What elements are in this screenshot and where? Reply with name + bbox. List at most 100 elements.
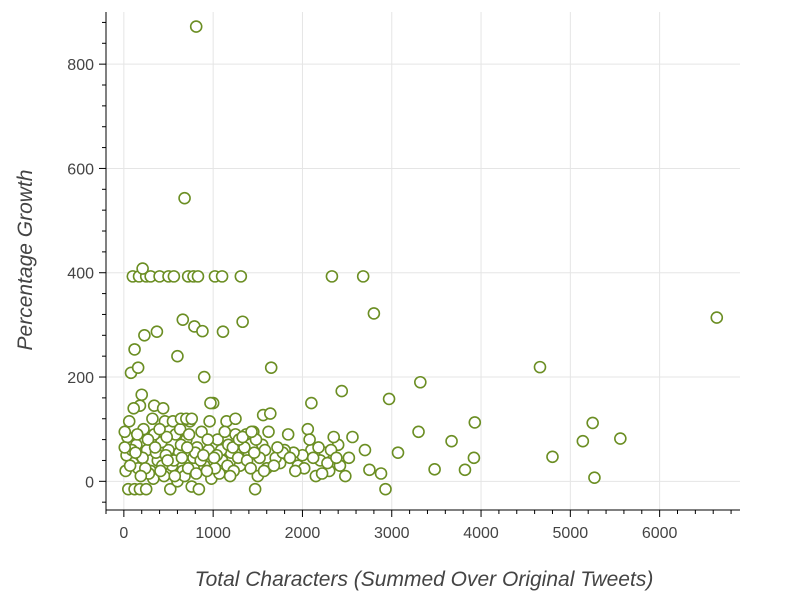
data-point — [458, 463, 472, 477]
data-point — [196, 324, 209, 338]
data-point — [533, 360, 547, 374]
data-point — [586, 416, 599, 430]
x-tick-label: 2000 — [285, 525, 321, 542]
data-point — [156, 402, 170, 415]
data-point — [148, 441, 162, 454]
data-point — [197, 448, 210, 462]
data-point — [356, 270, 370, 283]
data-point — [201, 433, 215, 446]
data-point — [468, 416, 482, 429]
data-point — [203, 415, 216, 428]
data-point — [467, 451, 481, 465]
data-point — [141, 433, 155, 446]
x-tick-label: 0 — [119, 525, 128, 542]
data-point — [127, 402, 140, 415]
data-point — [229, 412, 242, 426]
x-tick-label: 1000 — [195, 525, 231, 542]
data-point — [305, 396, 318, 410]
data-point — [160, 430, 174, 444]
data-point — [271, 441, 284, 454]
y-tick-label: 0 — [85, 474, 94, 491]
x-axis-title: Total Characters (Summed Over Original T… — [195, 568, 654, 591]
data-point — [150, 325, 164, 338]
data-point — [327, 430, 341, 444]
data-point — [312, 441, 325, 454]
data-point — [301, 422, 315, 436]
data-point — [234, 270, 248, 283]
data-point — [215, 270, 229, 283]
data-point — [197, 370, 211, 384]
data-point — [128, 343, 141, 356]
data-point — [175, 451, 189, 465]
data-point — [315, 467, 329, 480]
data-point — [146, 412, 159, 426]
data-point — [207, 451, 221, 465]
data-point — [131, 361, 145, 374]
data-point — [335, 384, 349, 398]
data-point — [130, 428, 144, 441]
x-tick-label: 6000 — [642, 525, 678, 542]
data-point — [267, 459, 281, 472]
x-tick-label: 3000 — [374, 525, 410, 542]
data-point — [218, 425, 232, 439]
x-tick-label: 5000 — [553, 525, 589, 542]
data-point — [247, 446, 261, 459]
data-point — [379, 482, 392, 496]
data-point — [614, 432, 627, 445]
data-point — [163, 482, 177, 496]
data-point — [192, 482, 206, 496]
data-point — [283, 451, 297, 465]
data-point — [325, 270, 339, 283]
data-point — [135, 388, 149, 402]
data-point — [122, 415, 136, 428]
data-point — [445, 434, 458, 448]
data-point — [189, 20, 203, 33]
y-tick-label: 600 — [67, 161, 94, 178]
data-point — [710, 311, 724, 324]
data-point — [123, 459, 137, 472]
data-point — [176, 313, 190, 326]
data-point — [576, 434, 590, 448]
data-point — [244, 461, 257, 475]
data-point — [139, 482, 153, 496]
data-point — [264, 407, 277, 420]
data-point — [134, 469, 148, 483]
data-point — [588, 471, 601, 484]
data-point — [118, 425, 132, 439]
data-point — [289, 464, 302, 478]
data-point — [330, 451, 343, 465]
data-point — [281, 428, 295, 441]
data-point — [306, 451, 320, 465]
data-point — [245, 425, 258, 439]
data-point — [204, 396, 217, 410]
data-point — [342, 451, 356, 465]
data-point — [303, 433, 316, 446]
data-point — [363, 463, 376, 477]
y-tick-label: 800 — [67, 57, 94, 74]
axes — [99, 12, 740, 517]
data-point — [236, 315, 249, 329]
data-point — [264, 361, 278, 374]
data-point — [382, 392, 396, 406]
data-point — [428, 463, 441, 476]
data-point — [154, 464, 167, 478]
data-point — [138, 329, 151, 342]
data-point — [257, 464, 271, 478]
data-point — [200, 464, 214, 478]
data-point — [136, 262, 149, 275]
x-tick-label: 4000 — [463, 525, 499, 542]
data-point — [346, 430, 359, 444]
data-point — [182, 428, 196, 441]
data-point — [161, 454, 174, 467]
data-point — [374, 467, 388, 480]
data-point — [118, 441, 132, 454]
data-point — [167, 270, 181, 283]
data-point — [180, 441, 194, 454]
data-point — [191, 270, 205, 283]
data-point — [412, 425, 425, 439]
y-axis-title: Percentage Growth — [14, 170, 37, 351]
data-point — [129, 446, 142, 459]
data-point — [546, 450, 559, 464]
data-point — [216, 325, 230, 338]
